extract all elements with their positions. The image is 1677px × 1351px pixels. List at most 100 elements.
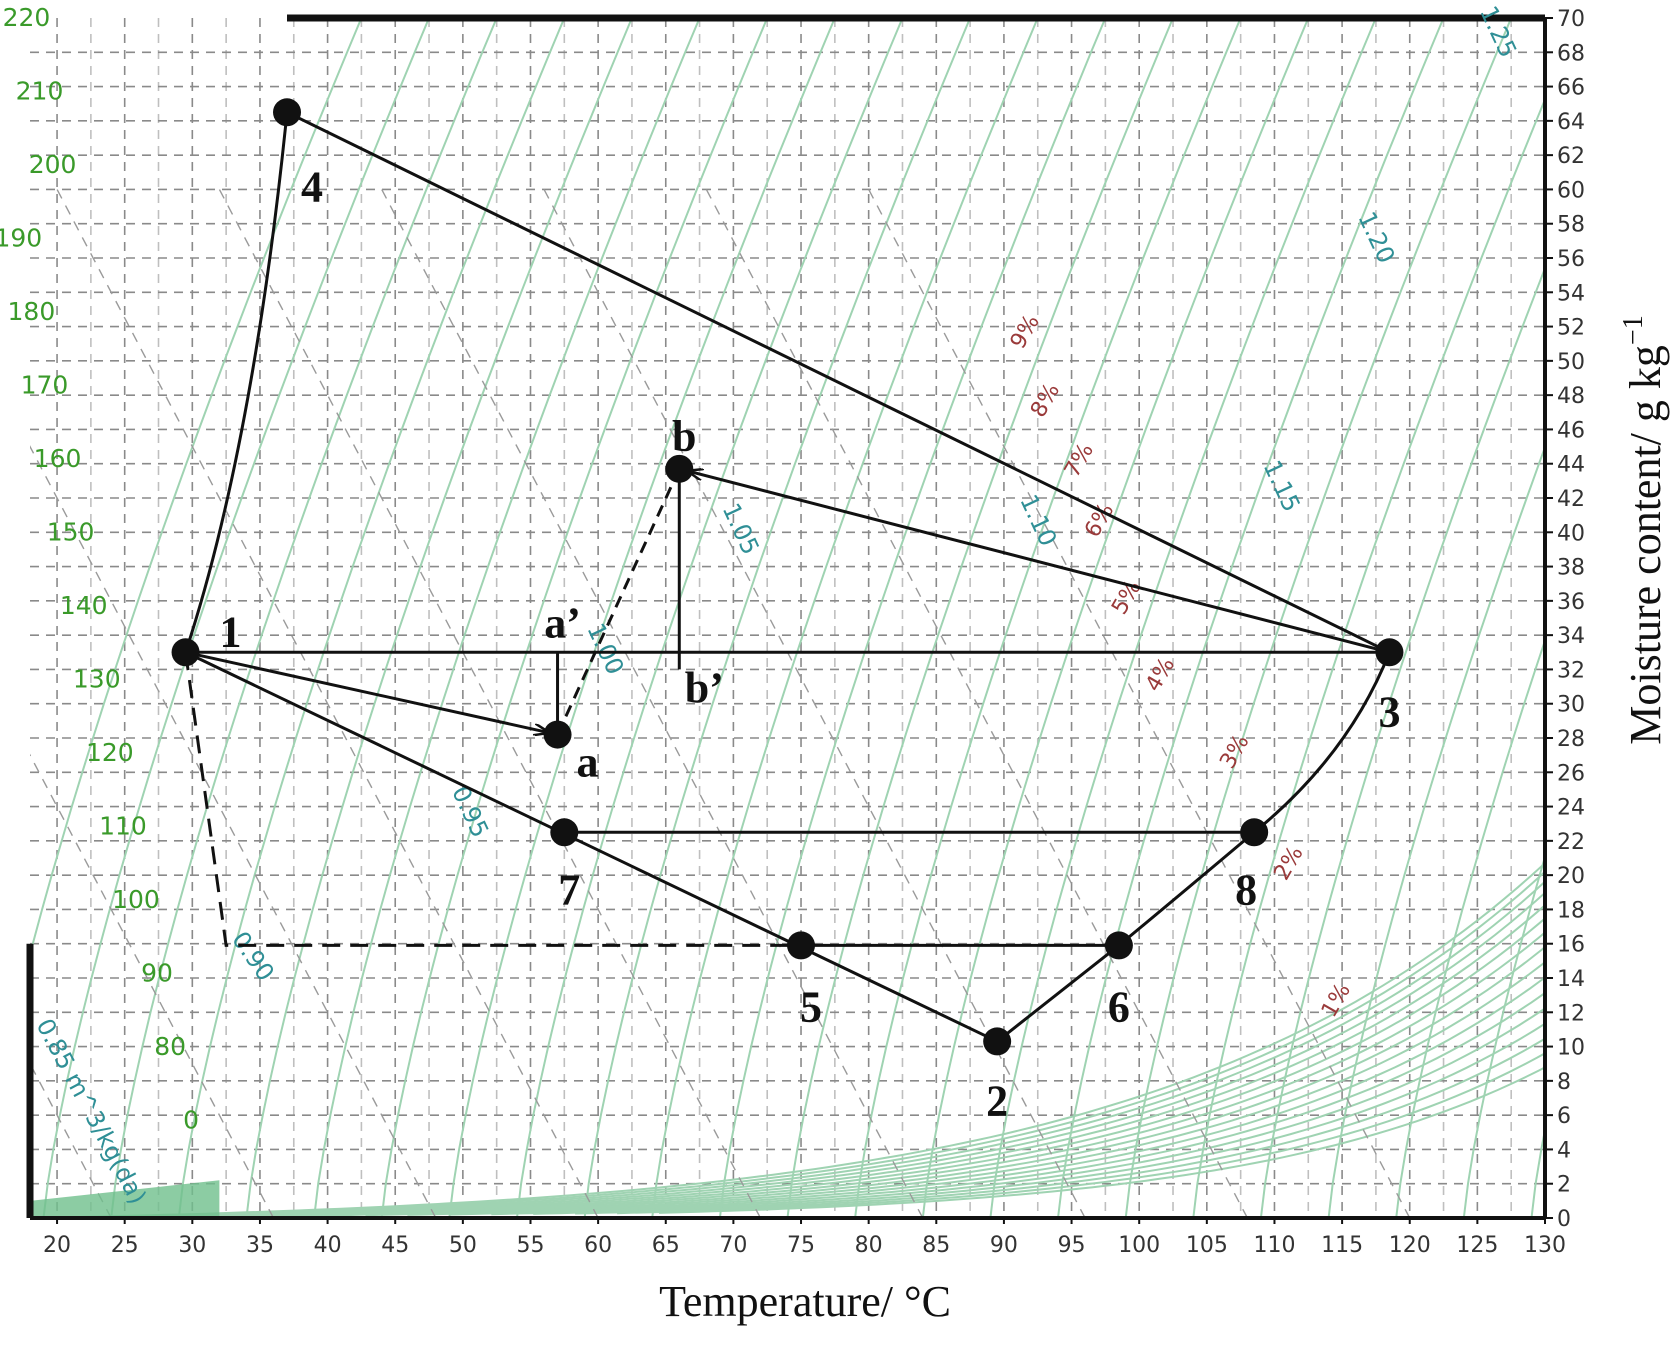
plot-frame <box>26 14 1547 1220</box>
enthalpy-label: 200 <box>29 150 77 179</box>
volume-line <box>543 189 1086 1218</box>
x-tick-label: 85 <box>922 1233 950 1258</box>
rh-label: 8% <box>1026 379 1065 422</box>
volume-line <box>381 189 924 1218</box>
y-tick-label: 64 <box>1557 110 1585 135</box>
y-tick-label: 12 <box>1557 1001 1585 1026</box>
state-point-label-2: 2 <box>986 1076 1008 1125</box>
x-tick-label: 25 <box>111 1233 139 1258</box>
enthalpy-curve <box>989 18 1377 1218</box>
rh-curve <box>155 891 1545 1218</box>
y-axis-title-exponent: −1 <box>1618 315 1649 345</box>
enthalpy-curve <box>1057 18 1445 1218</box>
y-tick-label: 4 <box>1557 1138 1571 1163</box>
x-tick-label: 55 <box>516 1233 544 1258</box>
y-axis-ticks: 0246810121416182022242628303234363840424… <box>1545 7 1585 1232</box>
y-tick-label: 16 <box>1557 933 1585 958</box>
y-tick-label: 40 <box>1557 521 1585 546</box>
state-point-6 <box>1104 931 1133 960</box>
process-line-1-a <box>185 650 548 732</box>
x-tick-label: 65 <box>652 1233 680 1258</box>
y-tick-label: 2 <box>1557 1173 1571 1198</box>
y-tick-label: 42 <box>1557 487 1585 512</box>
enthalpy-curve <box>177 18 566 1218</box>
process-line-4-3 <box>286 110 1391 654</box>
rh-curve <box>658 1066 1545 1214</box>
rh-curve <box>281 931 1545 1217</box>
enthalpy-label: 160 <box>34 444 82 473</box>
state-point-8 <box>1240 818 1269 847</box>
x-tick-label: 105 <box>1186 1233 1228 1258</box>
x-tick-label: 90 <box>990 1233 1018 1258</box>
rh-label: 1% <box>1317 979 1356 1022</box>
rh-label: 7% <box>1060 439 1099 482</box>
enthalpy-curve <box>921 18 1310 1218</box>
x-tick-label: 70 <box>719 1233 747 1258</box>
volume-line <box>218 189 762 1218</box>
state-point-label-4: 4 <box>301 162 323 211</box>
volume-line <box>868 189 1411 1218</box>
enthalpy-label: 0 <box>183 1105 199 1134</box>
x-axis-title: Temperature/ °C <box>659 1277 951 1326</box>
y-tick-label: 26 <box>1557 761 1585 786</box>
enthalpy-curve <box>651 18 1039 1218</box>
x-tick-label: 80 <box>855 1233 883 1258</box>
enthalpy-curve <box>1124 18 1513 1218</box>
volume-label: 1.05 <box>717 499 765 559</box>
state-point-label-8: 8 <box>1235 865 1257 914</box>
volume-label: 1.10 <box>1014 490 1062 550</box>
rh-curve <box>113 880 1545 1218</box>
y-tick-label: 66 <box>1557 76 1585 101</box>
enthalpy-label: 180 <box>8 297 56 326</box>
enthalpy-label: 220 <box>3 3 51 32</box>
x-tick-label: 95 <box>1058 1233 1086 1258</box>
state-point-2 <box>983 1027 1012 1056</box>
volume-line <box>705 189 1249 1218</box>
x-tick-label: 45 <box>381 1233 409 1258</box>
volume-line <box>56 189 599 1218</box>
y-tick-label: 32 <box>1557 658 1585 683</box>
rh-curve <box>365 960 1545 1217</box>
y-tick-label: 62 <box>1557 144 1585 169</box>
enthalpy-curve <box>245 18 633 1218</box>
y-tick-label: 10 <box>1557 1036 1585 1061</box>
y-tick-label: 8 <box>1557 1070 1571 1095</box>
enthalpy-label: 80 <box>154 1032 186 1061</box>
enthalpy-label: 190 <box>0 223 42 252</box>
state-point-label-7: 7 <box>558 865 580 914</box>
y-tick-label: 60 <box>1557 178 1585 203</box>
enthalpy-curve <box>718 18 1107 1218</box>
x-tick-label: 30 <box>178 1233 206 1258</box>
rh-curve <box>449 991 1545 1216</box>
y-tick-label: 22 <box>1557 830 1585 855</box>
enthalpy-label: 170 <box>21 370 69 399</box>
enthalpy-curve <box>1462 853 1545 1218</box>
x-tick-label: 100 <box>1118 1233 1160 1258</box>
state-point-label-6: 6 <box>1108 982 1130 1031</box>
x-tick-label: 120 <box>1389 1233 1431 1258</box>
enthalpy-curve <box>42 18 431 1218</box>
enthalpy-curve <box>1192 96 1545 1218</box>
y-tick-label: 50 <box>1557 350 1585 375</box>
state-point-label-1: 1 <box>220 607 242 656</box>
state-point-b <box>665 454 694 483</box>
enthalpy-curve <box>1259 265 1545 1218</box>
enthalpy-curve <box>583 18 972 1218</box>
volume-line <box>30 445 437 1218</box>
rh-curve <box>407 976 1545 1216</box>
enthalpy-curve <box>30 18 363 959</box>
state-point-label-3: 3 <box>1378 687 1400 736</box>
x-tick-label: 75 <box>787 1233 815 1258</box>
rh-label: 6% <box>1080 499 1119 542</box>
process-line-2-6 <box>996 944 1120 1043</box>
auxiliary-label: a’ <box>544 598 581 647</box>
y-tick-label: 34 <box>1557 624 1585 649</box>
auxiliary-label: b’ <box>685 663 724 712</box>
x-axis-ticks: 20 25 30 35 40 45 50 55 60 65 70 75 80 85 90 95 100 105 11… <box>43 1218 1566 1258</box>
rh-curve <box>533 1022 1545 1215</box>
enthalpy-label: 140 <box>60 591 108 620</box>
y-tick-label: 46 <box>1557 418 1585 443</box>
state-point-label-b: b <box>672 412 696 461</box>
y-tick-label: 70 <box>1557 7 1585 32</box>
enthalpy-curve <box>786 18 1175 1218</box>
